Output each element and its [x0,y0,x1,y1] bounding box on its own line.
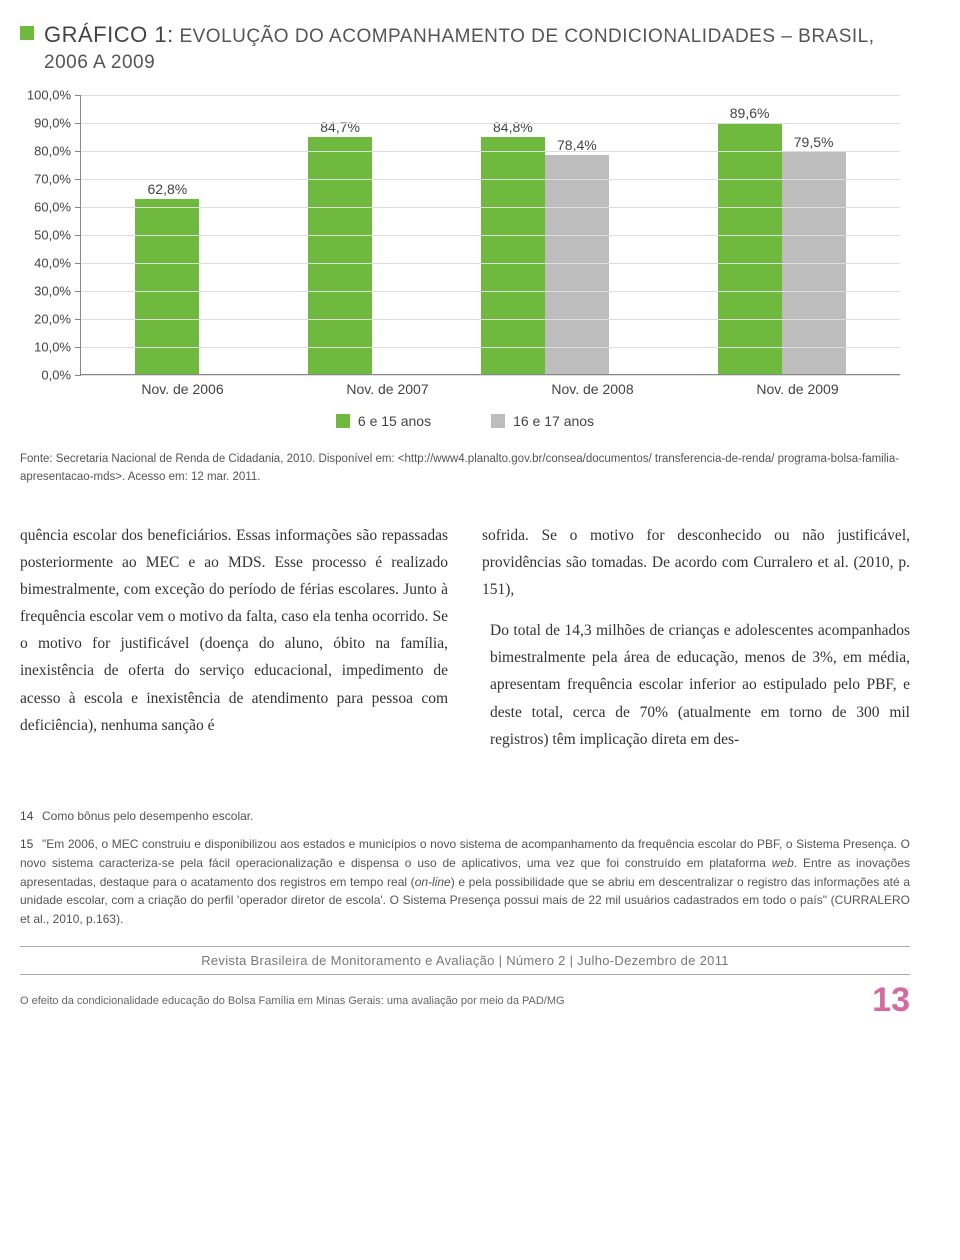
bar [308,137,372,374]
legend-item-1: 16 e 17 anos [491,413,594,429]
gridline [81,123,900,124]
bar-group: 84,8% 78,4% [481,119,609,374]
y-label: 60,0% [34,200,71,215]
bar-value-label: 89,6% [730,105,770,121]
legend-swatch-0 [336,414,350,428]
page-number: 13 [872,981,910,1020]
x-label: Nov. de 2007 [285,381,490,397]
y-label: 20,0% [34,312,71,327]
y-tick [75,235,81,236]
body-col-right: sofrida. Se o motivo for desconhecido ou… [482,522,910,767]
footnote-15-web: web [772,856,794,870]
body-col-left: quência escolar dos beneficiários. Essas… [20,522,448,767]
y-tick [75,207,81,208]
footnotes: 14Como bônus pelo desempenho escolar. 15… [20,807,910,929]
gridline [81,235,900,236]
body-left-p1: quência escolar dos beneficiários. Essas… [20,522,448,739]
legend-swatch-1 [491,414,505,428]
footer-bar: Revista Brasileira de Monitoramento e Av… [20,946,910,975]
bar-group: 84,7% [308,119,372,374]
y-tick [75,95,81,96]
footnote-15-online: on-line [415,875,451,889]
body-right-p2: Do total de 14,3 milhões de crianças e a… [490,617,910,753]
bar-group: 62,8% [135,181,199,375]
y-tick [75,123,81,124]
gridline [81,179,900,180]
bar-value-label: 62,8% [148,181,188,197]
bar-wrap: 84,8% [481,119,545,374]
y-label: 30,0% [34,284,71,299]
chart-title-row: GRÁFICO 1: EVOLUÇÃO DO ACOMPANHAMENTO DE… [20,20,910,75]
body-right-p1: sofrida. Se o motivo for desconhecido ou… [482,522,910,603]
chart-legend: 6 e 15 anos 16 e 17 anos [20,413,910,429]
bar-wrap: 62,8% [135,181,199,375]
x-label: Nov. de 2006 [80,381,285,397]
bar-value-label: 79,5% [794,134,834,150]
gridline [81,319,900,320]
bar [481,137,545,374]
gridline [81,347,900,348]
gridline [81,291,900,292]
chart-source: Fonte: Secretaria Nacional de Renda de C… [20,451,910,486]
body-columns: quência escolar dos beneficiários. Essas… [20,522,910,767]
chart-plot-area: 62,8%84,7%84,8%78,4%89,6%79,5% 0,0%10,0%… [80,95,900,375]
gridline [81,263,900,264]
title-prefix: GRÁFICO 1: [44,22,174,47]
bar-value-label: 84,7% [320,119,360,135]
bar-wrap: 89,6% [718,105,782,374]
footnote-14-num: 14 [20,807,42,826]
footer-row: O efeito da condicionalidade educação do… [20,981,910,1020]
y-tick [75,151,81,152]
y-label: 10,0% [34,340,71,355]
bar-value-label: 84,8% [493,119,533,135]
gridline [81,151,900,152]
y-label: 80,0% [34,144,71,159]
legend-label-0: 6 e 15 anos [358,413,431,429]
gridline [81,207,900,208]
chart-title: GRÁFICO 1: EVOLUÇÃO DO ACOMPANHAMENTO DE… [44,20,910,75]
bar-group: 89,6% 79,5% [718,105,846,374]
y-label: 70,0% [34,172,71,187]
title-bullet [20,26,34,40]
footnote-15-num: 15 [20,835,42,854]
y-tick [75,347,81,348]
footer-subtitle: O efeito da condicionalidade educação do… [20,995,862,1007]
gridline [81,95,900,96]
y-tick [75,263,81,264]
x-label: Nov. de 2008 [490,381,695,397]
chart-container: 62,8% 84,7% 84,8% 78,4% 89,6% 79,5% 0,0% 10,0%… [20,95,910,429]
footnote-15: 15"Em 2006, o MEC construiu e disponibil… [20,835,910,928]
x-label: Nov. de 2009 [695,381,900,397]
chart-x-labels: Nov. de 2006Nov. de 2007Nov. de 2008Nov.… [80,381,900,397]
y-label: 40,0% [34,256,71,271]
y-tick [75,291,81,292]
y-label: 90,0% [34,116,71,131]
footnote-14: 14Como bônus pelo desempenho escolar. [20,807,910,826]
y-label: 50,0% [34,228,71,243]
bar-wrap: 79,5% [782,134,846,375]
y-label: 100,0% [27,88,71,103]
bar-wrap: 78,4% [545,137,609,375]
bar-wrap: 84,7% [308,119,372,374]
bar [718,123,782,374]
y-tick [75,319,81,320]
y-label: 0,0% [41,368,71,383]
legend-label-1: 16 e 17 anos [513,413,594,429]
y-tick [75,179,81,180]
y-tick [75,375,81,376]
footnote-14-text: Como bônus pelo desempenho escolar. [42,809,253,823]
bar [545,155,609,375]
legend-item-0: 6 e 15 anos [336,413,431,429]
gridline [81,375,900,376]
